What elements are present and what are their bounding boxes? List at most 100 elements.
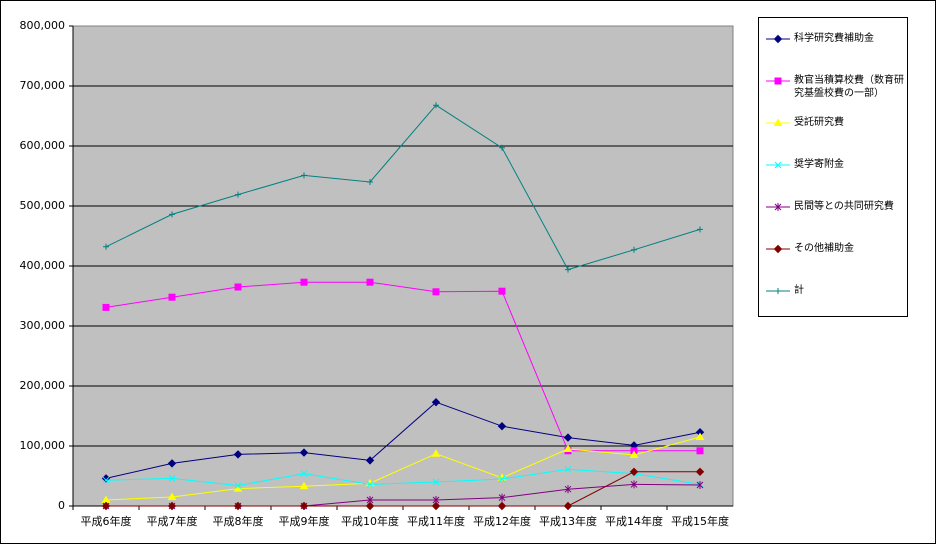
marker xyxy=(235,191,241,198)
legend: 科学研究費補助金教官当積算校費（数育研究基盤校費の一部） 受託研究費奨学寄附金民間… xyxy=(758,17,908,317)
series-line xyxy=(105,104,701,271)
x-tick-label: 平成15年度 xyxy=(671,514,729,528)
marker xyxy=(696,447,704,455)
marker xyxy=(630,480,638,489)
marker xyxy=(432,288,440,296)
marker xyxy=(233,484,243,492)
marker xyxy=(299,448,309,457)
marker xyxy=(102,303,110,311)
marker xyxy=(169,211,175,218)
marker xyxy=(431,501,441,511)
x-tick-label: 平成6年度 xyxy=(81,514,132,528)
x-tick-label: 平成11年度 xyxy=(407,514,465,528)
marker xyxy=(101,501,111,511)
legend-key xyxy=(766,203,790,211)
legend-label: 教官当積算校費（数育研究基盤校費の一部） xyxy=(794,75,904,99)
marker xyxy=(563,501,573,511)
marker xyxy=(498,287,506,295)
marker xyxy=(564,466,572,473)
legend-item: 民間等との共同研究費 xyxy=(765,200,905,213)
marker xyxy=(102,476,110,484)
x-tick-label: 平成8年度 xyxy=(213,514,264,528)
marker xyxy=(301,172,307,179)
legend-key xyxy=(766,288,790,294)
marker xyxy=(564,485,572,494)
marker xyxy=(299,501,309,511)
marker xyxy=(365,456,375,465)
marker xyxy=(366,481,374,488)
x-tick-label: 平成7年度 xyxy=(147,514,198,528)
y-tick-label: 200,000 xyxy=(20,379,66,392)
legend-item: その他補助金 xyxy=(765,242,905,255)
series-line xyxy=(105,436,701,501)
x-tick-label: 平成13年度 xyxy=(539,514,597,528)
marker xyxy=(365,501,375,511)
marker xyxy=(773,118,783,126)
marker xyxy=(431,449,441,457)
legend-label: 計 xyxy=(794,285,804,296)
legend-item: 計 xyxy=(765,284,905,297)
y-tick-label: 300,000 xyxy=(20,319,66,332)
series-line xyxy=(106,471,700,507)
marker xyxy=(168,293,176,301)
x-tick-label: 平成10年度 xyxy=(341,514,399,528)
series-line xyxy=(105,281,700,452)
legend-item: 科学研究費補助金 xyxy=(765,32,905,45)
legend-key xyxy=(766,244,790,254)
marker xyxy=(433,102,439,109)
marker xyxy=(774,203,782,211)
y-tick-label: 600,000 xyxy=(20,139,66,152)
marker xyxy=(773,244,783,254)
marker xyxy=(565,266,571,273)
legend-item: 教官当積算校費（数育研究基盤校費の一部） xyxy=(765,74,905,100)
marker xyxy=(696,481,704,489)
marker xyxy=(697,226,703,233)
marker xyxy=(631,246,637,253)
x-tick-label: 平成14年度 xyxy=(605,514,663,528)
marker xyxy=(497,501,507,511)
marker xyxy=(563,444,573,452)
marker xyxy=(498,475,506,483)
legend-label: 民間等との共同研究費 xyxy=(794,201,894,212)
marker xyxy=(498,493,506,502)
marker xyxy=(773,34,783,44)
legend-key xyxy=(766,34,790,44)
marker xyxy=(499,144,505,151)
marker xyxy=(629,450,639,458)
legend-key xyxy=(766,77,790,85)
legend-label: 奨学寄附金 xyxy=(794,159,844,170)
marker xyxy=(299,481,309,490)
marker xyxy=(103,243,109,250)
y-tick-label: 400,000 xyxy=(20,259,66,272)
marker xyxy=(167,492,177,500)
legend-label: 科学研究費補助金 xyxy=(794,33,874,44)
series-line xyxy=(105,401,701,479)
y-tick-label: 100,000 xyxy=(20,439,66,452)
marker xyxy=(695,467,705,477)
y-tick-label: 700,000 xyxy=(20,79,66,92)
marker xyxy=(432,478,440,486)
marker xyxy=(774,161,782,169)
marker xyxy=(431,397,441,407)
legend-key xyxy=(766,161,790,169)
x-tick-label: 平成9年度 xyxy=(279,514,330,528)
legend-label: その他補助金 xyxy=(794,243,854,254)
y-tick-label: 500,000 xyxy=(20,199,66,212)
marker xyxy=(366,278,374,286)
y-tick-label: 0 xyxy=(58,499,65,512)
marker xyxy=(234,283,242,291)
marker xyxy=(774,77,782,85)
series-line xyxy=(105,468,701,487)
legend-item: 奨学寄附金 xyxy=(765,158,905,171)
marker xyxy=(168,475,176,482)
marker xyxy=(234,482,242,489)
marker xyxy=(629,467,639,477)
marker xyxy=(775,288,781,294)
marker xyxy=(233,450,243,459)
marker xyxy=(300,278,308,286)
marker xyxy=(167,459,177,468)
legend-item: 受託研究費 xyxy=(765,116,905,129)
legend-key xyxy=(766,118,790,126)
